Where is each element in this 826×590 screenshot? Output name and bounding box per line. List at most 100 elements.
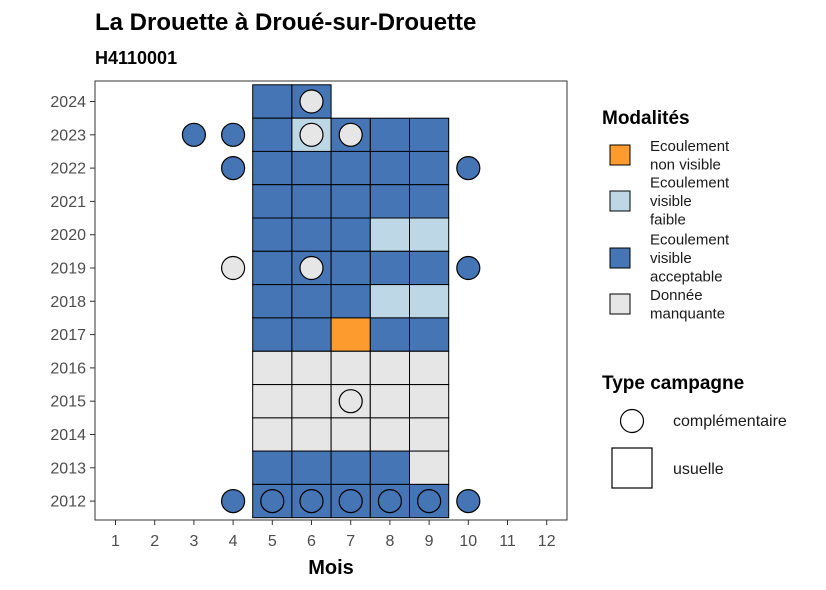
point-complementaire-2022-4 <box>221 156 246 181</box>
cell-usuelle-2016-6 <box>291 350 332 386</box>
x-tick-label-7: 7 <box>346 533 355 550</box>
y-tick-label-2014: 2014 <box>50 427 86 444</box>
cell-usuelle-2017-6 <box>291 317 332 352</box>
x-tick-label-9: 9 <box>425 533 434 550</box>
x-axis-title: Mois <box>308 557 354 579</box>
cell-usuelle-2016-9 <box>409 350 450 386</box>
point-complementaire-2012-8 <box>377 489 402 514</box>
legend-label-usuelle: usuelle <box>673 461 724 478</box>
cell-usuelle-2019-5 <box>252 250 293 286</box>
cell-usuelle-2014-7 <box>330 417 371 452</box>
point-complementaire-2012-10 <box>456 489 481 514</box>
cell-usuelle-2021-9 <box>409 184 450 219</box>
legend-label-ecoulement_visible_faible-2: faible <box>650 212 686 229</box>
point-complementaire-2019-4 <box>221 255 246 281</box>
y-tick-label-2019: 2019 <box>50 261 86 278</box>
chart-subtitle: H4110001 <box>95 48 177 68</box>
legend-label-ecoulement_non_visible-1: non visible <box>650 156 721 173</box>
y-axis: 2012 2013 2014 2015 2016 2017 2018 2019 2020 2021… <box>50 94 95 511</box>
point-complementaire-2012-6 <box>299 489 324 514</box>
cell-usuelle-2021-7 <box>330 184 371 219</box>
x-tick-label-6: 6 <box>307 533 316 550</box>
y-tick-label-2022: 2022 <box>50 161 86 178</box>
y-tick-label-2016: 2016 <box>50 360 86 377</box>
cell-usuelle-2019-9 <box>409 250 450 286</box>
point-complementaire-2015-7 <box>338 389 363 414</box>
legend-key-usuelle <box>611 447 653 489</box>
x-tick-label-2: 2 <box>150 533 159 550</box>
legend-label-ecoulement_visible_faible-0: Ecoulement <box>650 175 730 192</box>
cell-usuelle-2023-9 <box>409 117 450 152</box>
cell-usuelle-2021-5 <box>252 184 293 219</box>
cell-usuelle-2017-8 <box>369 317 410 352</box>
cell-usuelle-2013-5 <box>252 450 293 485</box>
y-tick-label-2015: 2015 <box>50 394 86 411</box>
cell-usuelle-2020-5 <box>252 217 293 252</box>
cell-usuelle-2017-5 <box>252 317 293 352</box>
x-tick-label-5: 5 <box>268 533 277 550</box>
cell-usuelle-2023-5 <box>252 117 293 152</box>
cell-usuelle-2013-7 <box>330 450 371 485</box>
legend-label-complementaire: complémentaire <box>673 413 787 430</box>
point-complementaire-2023-3 <box>181 122 206 147</box>
point-complementaire-2012-9 <box>417 489 442 514</box>
y-tick-label-2012: 2012 <box>50 494 86 511</box>
cell-usuelle-2014-8 <box>369 417 410 452</box>
point-complementaire-2019-10 <box>456 255 481 281</box>
legend-label-ecoulement_visible_acceptable-0: Ecoulement <box>650 232 730 249</box>
legend-key-ecoulement_visible_faible <box>609 190 631 212</box>
cell-usuelle-2016-8 <box>369 350 410 386</box>
cell-usuelle-2014-9 <box>409 417 450 452</box>
y-tick-label-2020: 2020 <box>50 227 86 244</box>
legend-key-donnee_manquante <box>609 293 631 315</box>
cell-usuelle-2021-6 <box>291 184 332 219</box>
legend-key-ecoulement_visible_acceptable <box>609 247 631 269</box>
cell-usuelle-2018-9 <box>409 284 450 319</box>
legend-label-donnee_manquante-1: manquante <box>650 305 725 322</box>
legend-modalites-title: Modalités <box>602 108 690 129</box>
point-complementaire-2023-6 <box>299 122 324 147</box>
cell-usuelle-2022-9 <box>409 150 450 186</box>
cell-usuelle-2020-6 <box>291 217 332 252</box>
legend-campagne: Type campagne complémentaire usuelle <box>602 373 787 489</box>
cell-usuelle-2015-5 <box>252 384 293 419</box>
cell-usuelle-2016-7 <box>330 350 371 386</box>
y-tick-label-2021: 2021 <box>50 194 86 211</box>
y-tick-label-2023: 2023 <box>50 127 86 144</box>
point-complementaire-2024-6 <box>299 89 324 114</box>
cell-usuelle-2024-5 <box>252 84 293 119</box>
legend-label-ecoulement_visible_acceptable-2: acceptable <box>650 269 723 286</box>
legend-label-ecoulement_visible_faible-1: visible <box>650 193 692 210</box>
x-tick-label-3: 3 <box>189 533 198 550</box>
x-tick-label-11: 11 <box>499 533 516 550</box>
cell-usuelle-2018-6 <box>291 284 332 319</box>
point-complementaire-2023-7 <box>338 122 363 147</box>
x-axis: 1 2 3 4 5 6 7 8 9 10 11 12 <box>111 520 556 550</box>
cell-usuelle-2015-8 <box>369 384 410 419</box>
cell-usuelle-2021-8 <box>369 184 410 219</box>
legend-label-donnee_manquante-0: Donnée <box>650 287 703 304</box>
cell-usuelle-2017-7 <box>330 317 371 352</box>
cell-usuelle-2015-6 <box>291 384 332 419</box>
cell-usuelle-2013-9 <box>409 450 450 485</box>
x-tick-label-4: 4 <box>229 533 238 550</box>
cell-usuelle-2013-6 <box>291 450 332 485</box>
point-complementaire-2012-7 <box>338 489 363 514</box>
cell-usuelle-2019-8 <box>369 250 410 286</box>
x-tick-label-10: 10 <box>459 533 477 550</box>
cell-usuelle-2020-7 <box>330 217 371 252</box>
cell-usuelle-2020-9 <box>409 217 450 252</box>
cell-usuelle-2022-6 <box>291 150 332 186</box>
y-tick-label-2017: 2017 <box>50 327 86 344</box>
cell-usuelle-2022-8 <box>369 150 410 186</box>
legend-label-ecoulement_visible_acceptable-1: visible <box>650 250 692 267</box>
y-tick-label-2024: 2024 <box>50 94 86 111</box>
plot-area <box>94 80 568 521</box>
cell-usuelle-2018-7 <box>330 284 371 319</box>
cell-usuelle-2014-6 <box>291 417 332 452</box>
point-complementaire-2023-4 <box>221 122 246 147</box>
y-tick-label-2013: 2013 <box>50 460 86 477</box>
legend-label-ecoulement_non_visible-0: Ecoulement <box>650 138 730 155</box>
